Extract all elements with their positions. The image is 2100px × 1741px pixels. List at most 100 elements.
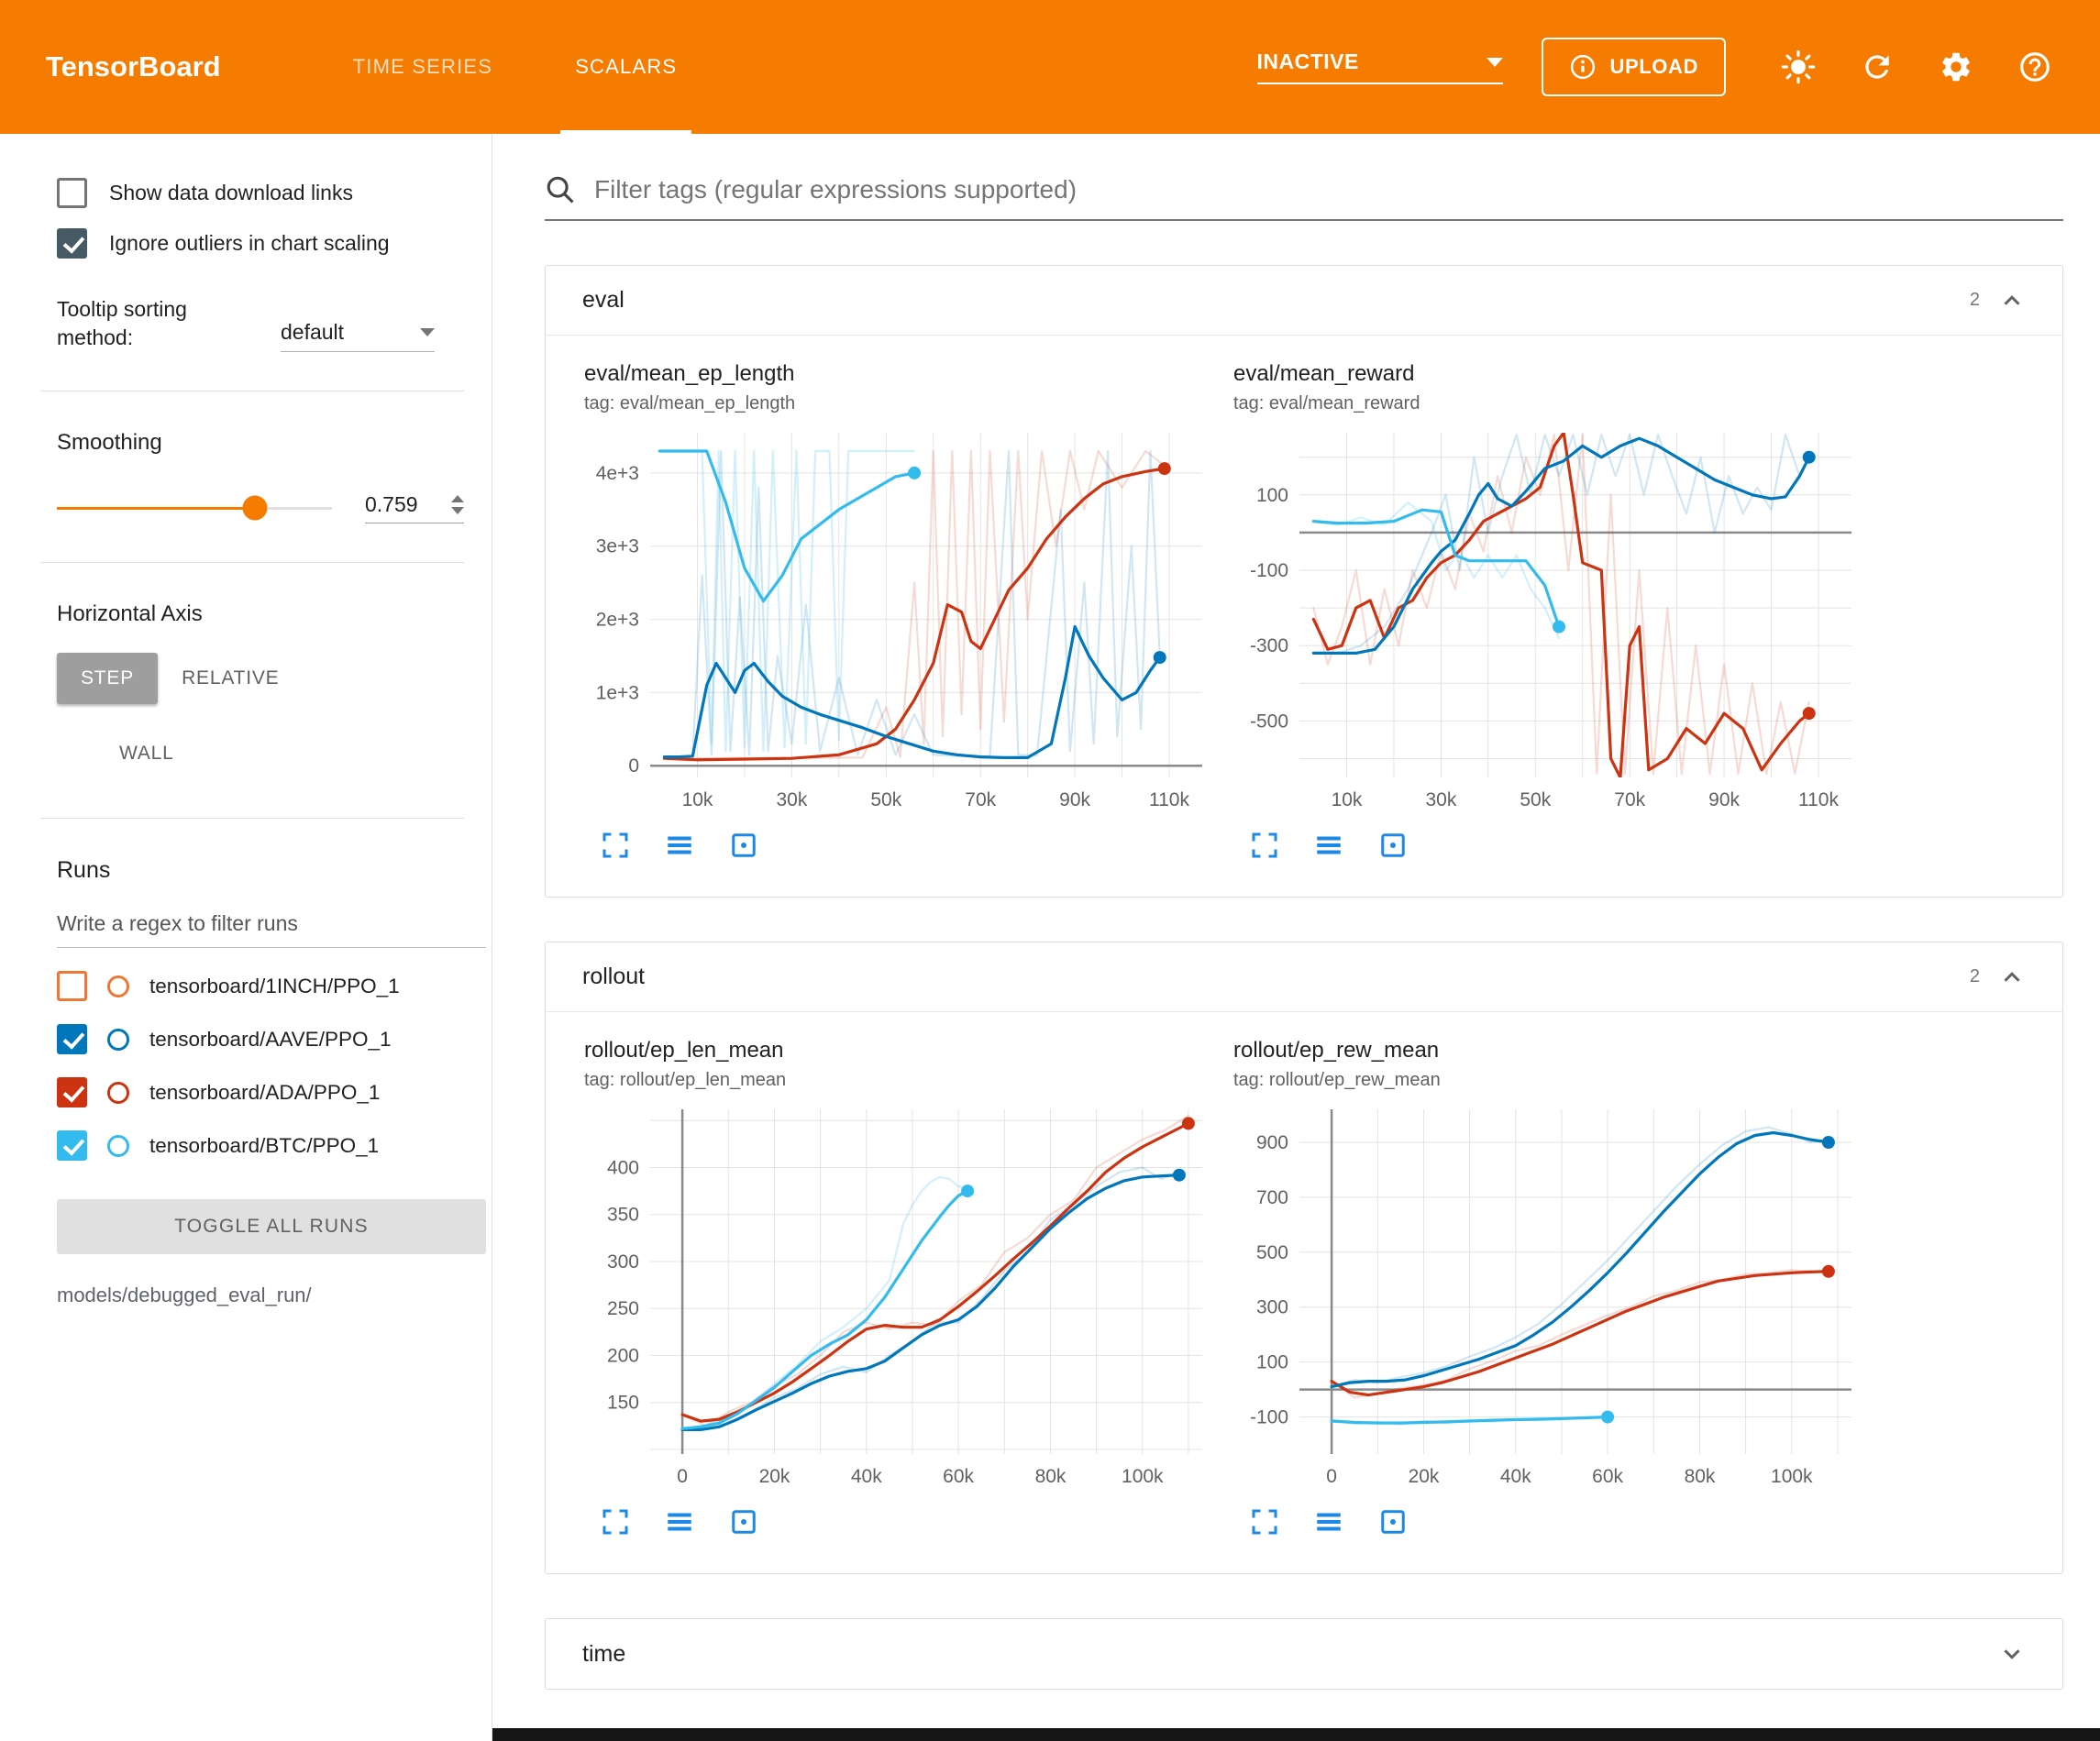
run-color-swatch-icon[interactable]	[107, 1028, 129, 1051]
settings-gear-icon[interactable]	[1937, 48, 1975, 86]
smoothing-value-field[interactable]: 0.759	[365, 492, 464, 524]
svg-text:100: 100	[1256, 1352, 1288, 1373]
ignore-outliers-checkbox[interactable]	[57, 228, 87, 259]
tab-scalars[interactable]: SCALARS	[560, 0, 692, 134]
run-row: tensorboard/ADA/PPO_1	[57, 1077, 464, 1108]
svg-text:400: 400	[607, 1158, 639, 1179]
run-visibility-checkbox[interactable]	[57, 1130, 87, 1162]
line-chart-canvas[interactable]: 0 20k 40k 60k 80k 100k -100 100 300 500 700 900	[1222, 1098, 1864, 1493]
run-color-swatch-icon[interactable]	[107, 1081, 129, 1104]
expand-chart-icon[interactable]	[1248, 829, 1281, 862]
runs-list: tensorboard/1INCH/PPO_1 tensorboard/AAVE/…	[57, 971, 464, 1162]
svg-text:70k: 70k	[965, 789, 996, 810]
data-series-lines-icon[interactable]	[663, 829, 696, 862]
toggle-all-runs-button[interactable]: TOGGLE ALL RUNS	[57, 1199, 486, 1255]
divider	[40, 562, 464, 564]
run-color-swatch-icon[interactable]	[107, 1134, 129, 1157]
show-download-links-checkbox[interactable]	[57, 178, 87, 208]
run-visibility-checkbox[interactable]	[57, 971, 87, 1002]
status-dropdown[interactable]: INACTIVE	[1256, 50, 1503, 84]
expand-chart-icon[interactable]	[599, 829, 632, 862]
run-visibility-checkbox[interactable]	[57, 1077, 87, 1108]
chart-plot[interactable]: 10k 30k 50k 70k 90k 110k 100 -100 -300 -500	[1222, 422, 1864, 816]
run-row: tensorboard/AAVE/PPO_1	[57, 1024, 464, 1055]
show-download-links-row: Show data download links	[57, 178, 464, 208]
upload-button[interactable]: UPLOAD	[1541, 38, 1726, 96]
runs-filter	[57, 911, 486, 949]
svg-text:80k: 80k	[1685, 1466, 1716, 1487]
chart-plot[interactable]: 0 20k 40k 60k 80k 100k -100 100 300 500 700 900	[1222, 1098, 1864, 1493]
section-rollout-header[interactable]: rollout 2	[546, 942, 2062, 1012]
fit-domain-icon[interactable]	[727, 1505, 760, 1538]
svg-text:300: 300	[607, 1251, 639, 1273]
smoothing-slider-thumb[interactable]	[242, 495, 268, 521]
svg-text:150: 150	[607, 1393, 639, 1414]
number-stepper-icon[interactable]	[451, 495, 464, 515]
smoothing-label: Smoothing	[57, 430, 162, 456]
chevron-down-icon[interactable]	[1998, 1640, 2026, 1668]
chevron-up-icon[interactable]	[1998, 964, 2026, 991]
section-eval-header[interactable]: eval 2	[546, 266, 2062, 336]
axis-wall-button[interactable]: WALL	[119, 743, 174, 765]
data-series-lines-icon[interactable]	[1312, 829, 1345, 862]
tooltip-sorting-select[interactable]: default	[281, 320, 435, 353]
line-chart-canvas[interactable]: 0 20k 40k 60k 80k 100k 150 200 250 300 350 400	[573, 1098, 1215, 1493]
smoothing-slider[interactable]	[57, 495, 332, 521]
search-icon	[545, 174, 576, 205]
runs-title: Runs	[57, 857, 111, 884]
run-color-swatch-icon[interactable]	[107, 975, 129, 997]
axis-step-button[interactable]: STEP	[57, 653, 159, 705]
main-tabs: TIME SERIES SCALARS	[338, 0, 746, 134]
data-series-lines-icon[interactable]	[1312, 1505, 1345, 1538]
line-chart-canvas[interactable]: 10k 30k 50k 70k 90k 110k 0 1e+3 2e+3 3e+3 4e+3	[573, 422, 1215, 816]
chart-tag: tag: eval/mean_ep_length	[584, 393, 796, 413]
svg-text:0: 0	[628, 755, 639, 777]
svg-text:110k: 110k	[1149, 789, 1189, 810]
svg-text:700: 700	[1256, 1187, 1288, 1208]
run-visibility-checkbox[interactable]	[57, 1024, 87, 1055]
section-title: rollout	[582, 964, 646, 989]
svg-text:200: 200	[607, 1345, 639, 1366]
ignore-outliers-row: Ignore outliers in chart scaling	[57, 228, 464, 259]
chart-card: rollout/ep_rew_mean tag: rollout/ep_rew_…	[1222, 1038, 1872, 1538]
brightness-icon[interactable]	[1779, 48, 1818, 86]
help-icon[interactable]	[2016, 48, 2054, 86]
svg-text:100k: 100k	[1122, 1466, 1164, 1487]
svg-text:20k: 20k	[1409, 1466, 1440, 1487]
svg-text:30k: 30k	[776, 789, 807, 810]
svg-text:4e+3: 4e+3	[596, 463, 639, 484]
chart-card: rollout/ep_len_mean tag: rollout/ep_len_…	[573, 1038, 1222, 1538]
filter-tags-bar	[545, 174, 2063, 221]
filter-tags-input[interactable]	[594, 175, 2063, 204]
tab-time-series[interactable]: TIME SERIES	[352, 55, 493, 78]
chart-plot[interactable]: 0 20k 40k 60k 80k 100k 150 200 250 300 350 400	[573, 1098, 1215, 1493]
line-chart-canvas[interactable]: 10k 30k 50k 70k 90k 110k 100 -100 -300 -500	[1222, 422, 1864, 816]
data-series-lines-icon[interactable]	[663, 1505, 696, 1538]
svg-text:500: 500	[1256, 1242, 1288, 1263]
run-label: tensorboard/1INCH/PPO_1	[149, 974, 400, 997]
svg-text:0: 0	[1326, 1466, 1337, 1487]
svg-text:10k: 10k	[1332, 789, 1363, 810]
fit-domain-icon[interactable]	[727, 829, 760, 862]
chevron-down-icon	[1486, 57, 1503, 67]
svg-text:10k: 10k	[682, 789, 713, 810]
chevron-down-icon	[420, 328, 435, 337]
svg-text:90k: 90k	[1708, 789, 1740, 810]
expand-chart-icon[interactable]	[599, 1505, 632, 1538]
svg-text:90k: 90k	[1059, 789, 1090, 810]
fit-domain-icon[interactable]	[1376, 829, 1409, 862]
axis-relative-button[interactable]: RELATIVE	[182, 667, 280, 689]
chart-card: eval/mean_ep_length tag: eval/mean_ep_le…	[573, 361, 1222, 862]
chevron-up-icon[interactable]	[1998, 287, 2026, 314]
svg-text:50k: 50k	[870, 789, 901, 810]
section-time: time	[545, 1618, 2063, 1690]
smoothing-slider-row: 0.759	[57, 492, 464, 524]
runs-filter-input[interactable]	[57, 911, 486, 937]
fit-domain-icon[interactable]	[1376, 1505, 1409, 1538]
section-time-header[interactable]: time	[546, 1619, 2062, 1689]
expand-chart-icon[interactable]	[1248, 1505, 1281, 1538]
refresh-icon[interactable]	[1858, 48, 1896, 86]
topbar: TensorBoard TIME SERIES SCALARS INACTIVE…	[0, 0, 2100, 134]
log-directory-path: models/debugged_eval_run/	[57, 1284, 312, 1307]
chart-plot[interactable]: 10k 30k 50k 70k 90k 110k 0 1e+3 2e+3 3e+3 4e+3	[573, 422, 1215, 816]
